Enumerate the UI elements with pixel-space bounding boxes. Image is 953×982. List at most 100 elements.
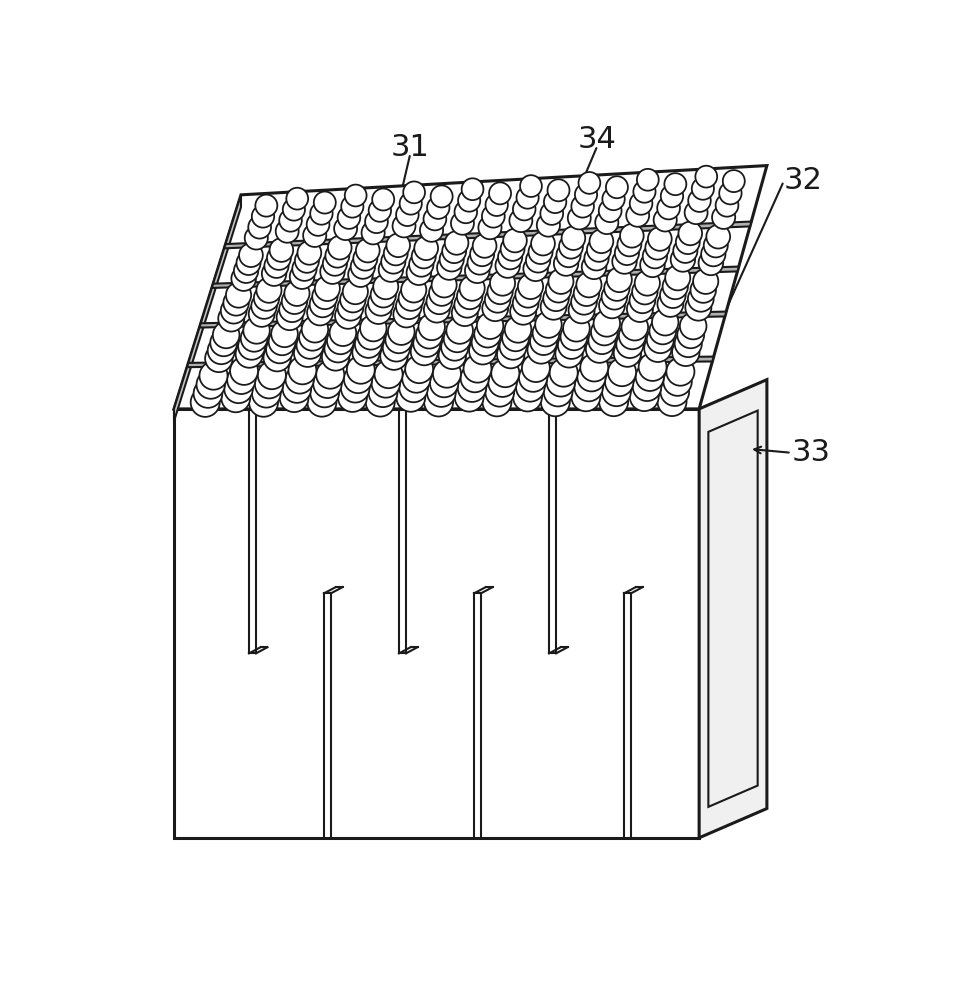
Circle shape: [210, 329, 237, 356]
Circle shape: [254, 370, 283, 399]
Circle shape: [221, 383, 250, 412]
Circle shape: [261, 261, 286, 286]
Circle shape: [595, 211, 618, 234]
Circle shape: [381, 249, 405, 274]
Circle shape: [430, 369, 457, 398]
Circle shape: [414, 237, 437, 260]
Polygon shape: [187, 356, 713, 367]
Circle shape: [578, 172, 599, 193]
Circle shape: [292, 256, 316, 281]
Circle shape: [249, 300, 274, 327]
Circle shape: [423, 207, 446, 231]
Circle shape: [382, 335, 410, 361]
Circle shape: [320, 259, 344, 284]
Circle shape: [337, 295, 363, 320]
Circle shape: [429, 281, 454, 305]
Circle shape: [383, 242, 407, 265]
Circle shape: [266, 336, 293, 363]
Text: 34: 34: [578, 125, 617, 154]
Circle shape: [546, 368, 575, 397]
Circle shape: [679, 312, 706, 340]
Circle shape: [467, 250, 492, 275]
Circle shape: [264, 253, 289, 278]
Circle shape: [255, 194, 277, 217]
Circle shape: [337, 383, 367, 411]
Circle shape: [368, 290, 394, 316]
Circle shape: [405, 355, 433, 383]
Circle shape: [549, 358, 578, 387]
Circle shape: [279, 209, 301, 232]
Circle shape: [340, 374, 369, 403]
Circle shape: [457, 373, 486, 402]
Circle shape: [547, 180, 569, 201]
Circle shape: [245, 227, 268, 249]
Circle shape: [423, 297, 449, 322]
Circle shape: [393, 301, 419, 327]
Circle shape: [335, 302, 360, 329]
Circle shape: [446, 317, 473, 344]
Polygon shape: [212, 266, 738, 288]
Circle shape: [288, 356, 316, 384]
Circle shape: [477, 216, 501, 240]
Circle shape: [285, 365, 314, 394]
Circle shape: [568, 298, 594, 323]
Circle shape: [556, 243, 580, 267]
Circle shape: [235, 341, 263, 367]
Circle shape: [442, 240, 466, 263]
Circle shape: [233, 258, 258, 283]
Circle shape: [400, 277, 426, 302]
Circle shape: [558, 235, 582, 258]
Circle shape: [433, 359, 460, 388]
Circle shape: [539, 202, 562, 225]
Circle shape: [513, 197, 535, 220]
Circle shape: [560, 323, 587, 351]
Circle shape: [470, 243, 494, 266]
Circle shape: [371, 282, 395, 307]
Circle shape: [451, 212, 474, 235]
Circle shape: [525, 248, 550, 273]
Circle shape: [474, 321, 500, 348]
Circle shape: [444, 231, 468, 254]
Circle shape: [618, 322, 645, 350]
Circle shape: [419, 219, 442, 242]
Circle shape: [307, 300, 333, 325]
Circle shape: [722, 170, 744, 192]
Circle shape: [286, 188, 308, 209]
Circle shape: [337, 206, 360, 229]
Circle shape: [678, 222, 701, 246]
Circle shape: [632, 372, 660, 401]
Circle shape: [329, 319, 355, 346]
Circle shape: [691, 178, 713, 199]
Circle shape: [294, 340, 321, 367]
Circle shape: [353, 246, 377, 271]
Circle shape: [603, 276, 629, 300]
Circle shape: [540, 387, 569, 416]
Circle shape: [402, 364, 430, 393]
Circle shape: [282, 374, 311, 403]
Circle shape: [313, 369, 341, 398]
Circle shape: [359, 315, 386, 342]
Polygon shape: [224, 222, 751, 248]
Circle shape: [240, 325, 267, 352]
Circle shape: [373, 274, 397, 300]
Circle shape: [690, 277, 716, 302]
Circle shape: [577, 363, 605, 392]
Circle shape: [236, 251, 260, 275]
Circle shape: [297, 241, 321, 265]
Circle shape: [613, 340, 640, 367]
Circle shape: [218, 305, 244, 332]
Circle shape: [412, 245, 436, 268]
Circle shape: [213, 322, 239, 349]
Circle shape: [416, 322, 442, 349]
Circle shape: [307, 388, 336, 416]
Circle shape: [542, 286, 568, 311]
Circle shape: [398, 286, 423, 311]
Circle shape: [314, 276, 339, 301]
Circle shape: [411, 338, 437, 365]
Circle shape: [249, 388, 277, 416]
Circle shape: [509, 209, 532, 232]
Circle shape: [424, 388, 453, 416]
Circle shape: [413, 330, 440, 356]
Circle shape: [593, 310, 619, 337]
Circle shape: [460, 364, 488, 392]
